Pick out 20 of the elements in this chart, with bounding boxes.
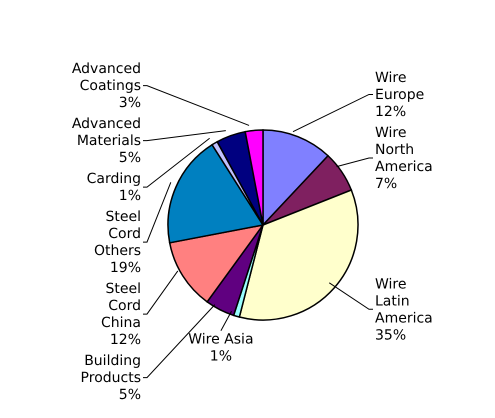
slice-label: Wire North America bbox=[375, 124, 433, 175]
data-label: 1% bbox=[210, 348, 232, 365]
slice-label: Building Products bbox=[80, 353, 141, 386]
slice-label: Wire Asia bbox=[188, 332, 254, 348]
data-label: 35% bbox=[375, 327, 406, 344]
slice-label: Advanced Coatings bbox=[72, 61, 141, 94]
slice-label: Carding bbox=[86, 171, 141, 188]
slice-label: Steel Cord Others bbox=[94, 209, 141, 260]
slice-label: Wire Europe bbox=[375, 70, 424, 103]
slice-label: Steel Cord China bbox=[101, 281, 141, 332]
slice-label: Wire Latin America bbox=[375, 276, 433, 326]
data-label: 19% bbox=[110, 260, 141, 276]
data-label: 7% bbox=[375, 176, 398, 192]
data-label: 3% bbox=[118, 95, 141, 112]
data-label: 1% bbox=[118, 188, 141, 204]
data-label: 12% bbox=[110, 332, 141, 348]
data-label: 5% bbox=[118, 150, 141, 166]
data-label: 12% bbox=[375, 104, 406, 120]
data-label: 5% bbox=[118, 387, 141, 404]
slice-label: Advanced Materials bbox=[72, 116, 141, 150]
